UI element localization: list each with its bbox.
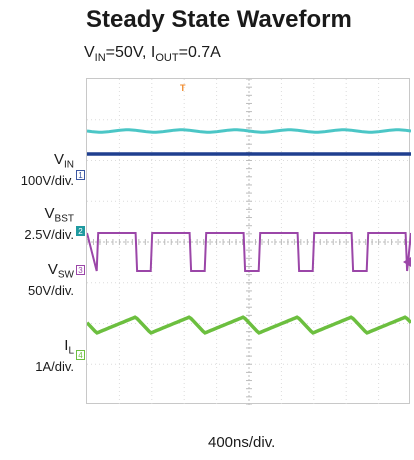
trigger-marker: T xyxy=(180,83,186,93)
vsw-offset-cursor xyxy=(403,257,411,267)
oscilloscope-screen: T xyxy=(86,78,411,405)
channel-label-vsw: VSW 50V/div. xyxy=(27,261,74,298)
vbst-trace xyxy=(87,128,411,134)
channel-2-marker: 2 xyxy=(76,226,85,236)
channel-label-vbst: VBST 2.5V/div. xyxy=(24,205,74,242)
vsw-trace xyxy=(87,232,411,272)
oscilloscope-plot: T xyxy=(87,79,411,405)
il-trace xyxy=(87,315,411,335)
channel-3-marker: 3 xyxy=(76,265,85,275)
channel-1-marker: 1 xyxy=(76,170,85,180)
chart-title: Steady State Waveform xyxy=(86,6,352,33)
grid xyxy=(87,79,411,405)
x-scale-label: 400ns/div. xyxy=(208,434,276,451)
channel-4-marker: 4 xyxy=(76,350,85,360)
channel-label-vin: VIN 100V/div. xyxy=(20,151,74,188)
chart-subtitle: VIN=50V, IOUT=0.7A xyxy=(84,44,221,65)
channel-label-il: IL 1A/div. xyxy=(35,337,74,374)
